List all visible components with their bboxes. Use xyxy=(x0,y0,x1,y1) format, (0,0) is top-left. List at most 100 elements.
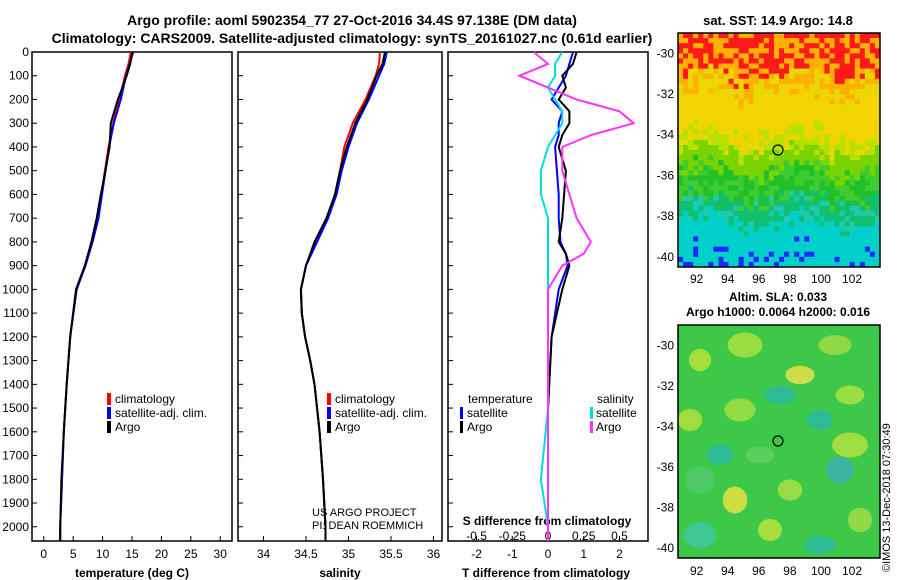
sst-cell xyxy=(784,170,790,176)
sst-cell xyxy=(834,216,840,222)
sst-cell xyxy=(718,180,724,187)
sst-cell xyxy=(854,231,861,237)
sst-cell xyxy=(799,43,805,49)
sst-cell xyxy=(864,231,871,237)
sst-cell xyxy=(733,251,739,258)
sst-cell xyxy=(738,68,745,75)
sst-cell xyxy=(723,119,729,125)
sst-cell xyxy=(824,236,830,242)
sst-cell xyxy=(834,165,840,171)
sst-cell xyxy=(819,73,825,80)
sst-cell xyxy=(864,211,871,217)
sst-cell xyxy=(743,114,750,120)
sst-cell xyxy=(874,236,881,242)
sst-cell xyxy=(804,109,810,115)
sst-cell xyxy=(743,63,750,70)
sst-cell xyxy=(784,165,790,171)
sst-cell xyxy=(688,109,694,115)
sst-cell xyxy=(688,261,694,268)
sst-cell xyxy=(849,226,856,232)
depth-axis: 0100200300400500600700800900100011001200… xyxy=(2,45,453,534)
sst-cell xyxy=(829,78,835,85)
sst-cell xyxy=(849,43,856,49)
sst-cell xyxy=(824,150,830,156)
sst-cell xyxy=(698,231,704,237)
sst-cell xyxy=(779,175,785,181)
sst-cell xyxy=(693,58,699,64)
sst-cell xyxy=(683,160,689,166)
sst-cell xyxy=(728,231,734,237)
sst-cell xyxy=(814,119,820,125)
sst-cell xyxy=(748,83,755,90)
sst-cell xyxy=(763,88,770,95)
sst-cell xyxy=(678,195,684,202)
sst-cell xyxy=(703,119,709,125)
sst-cell xyxy=(678,246,684,253)
sst-cell xyxy=(779,165,785,171)
sst-cell xyxy=(708,109,714,115)
sst-cell xyxy=(809,63,815,70)
sst-cell xyxy=(809,200,815,207)
sst-cell xyxy=(789,114,795,120)
sst-cell xyxy=(829,43,835,49)
sst-cell xyxy=(693,195,699,202)
sst-cell xyxy=(804,139,810,146)
sst-cell xyxy=(768,221,775,227)
sst-cell xyxy=(683,155,689,161)
sst-cell xyxy=(839,165,846,171)
sst-cell xyxy=(854,236,861,242)
sst-cell xyxy=(738,63,745,70)
sst-cell xyxy=(839,231,846,237)
sst-cell xyxy=(869,144,876,151)
sst-cell xyxy=(794,114,800,120)
sst-cell xyxy=(839,53,846,59)
sst-cell xyxy=(789,180,795,187)
sst-cell xyxy=(683,134,689,141)
depth-tick-label: 1100 xyxy=(3,306,29,320)
sst-cell xyxy=(743,99,750,105)
sst-cell xyxy=(809,38,815,44)
sst-cell xyxy=(683,99,689,105)
sst-cell xyxy=(799,109,805,115)
sst-cell xyxy=(824,48,830,54)
sst-cell xyxy=(849,58,856,64)
sst-cell xyxy=(789,83,795,90)
sst-cell xyxy=(698,221,704,227)
sst-cell xyxy=(794,43,800,49)
sst-cell xyxy=(859,256,866,263)
sst-cell xyxy=(738,73,745,80)
sst-cell xyxy=(824,124,830,131)
sst-cell xyxy=(753,109,760,115)
sst-cell xyxy=(844,251,851,258)
sst-cell xyxy=(864,129,871,136)
sst-cell xyxy=(864,139,871,146)
sst-cell xyxy=(693,43,699,49)
sst-cell xyxy=(738,231,745,237)
sst-cell xyxy=(839,114,846,120)
sst-cell xyxy=(698,83,704,90)
sst-cell xyxy=(688,221,694,227)
sst-cell xyxy=(809,139,815,146)
sst-cell xyxy=(718,236,724,242)
sst-cell xyxy=(753,170,760,176)
sst-cell xyxy=(849,129,856,136)
sla-anomaly-blob xyxy=(818,334,852,356)
sst-cell xyxy=(678,160,684,166)
sst-cell xyxy=(733,170,739,176)
sst-cell xyxy=(869,43,876,49)
salinity-profiles xyxy=(299,51,388,541)
sst-cell xyxy=(869,211,876,217)
sst-cell xyxy=(789,139,795,146)
sst-cell xyxy=(688,226,694,232)
legend-satellite-s: satellite-adj. clim. xyxy=(335,406,427,420)
sst-cell xyxy=(864,195,871,202)
sst-cell xyxy=(789,53,795,59)
sst-cell xyxy=(743,139,750,146)
sst-cell xyxy=(758,170,765,176)
sst-cell xyxy=(864,256,871,263)
sst-cell xyxy=(844,33,851,39)
sst-cell xyxy=(799,256,805,263)
sst-cell xyxy=(678,150,684,156)
sst-cell xyxy=(733,124,739,131)
sst-cell xyxy=(728,109,734,115)
